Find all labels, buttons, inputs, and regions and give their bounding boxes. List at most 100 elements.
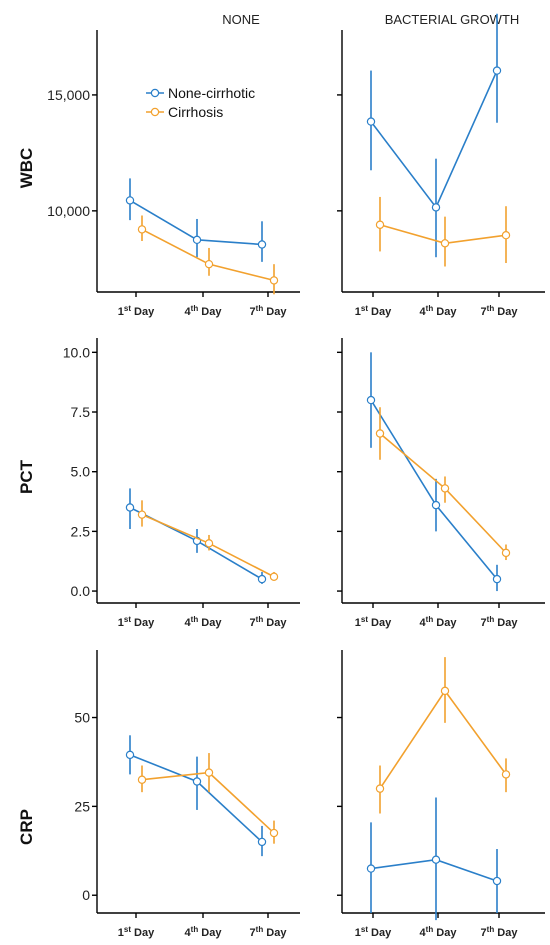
data-point	[492, 876, 502, 886]
series-line	[141, 228, 275, 282]
y-axis-label-pct: PCT	[17, 459, 36, 494]
series-line	[379, 432, 507, 554]
y-tick-label: 10.0	[63, 344, 90, 360]
x-tick-label: 1st Day	[355, 925, 392, 939]
data-point	[366, 395, 376, 405]
column-title-none: NONE	[222, 12, 260, 27]
series-line	[129, 754, 263, 843]
panel-pct-bacterial-growth: 1st Day 4th Day 7th Day	[337, 338, 545, 629]
series-none-cirrhotic	[366, 797, 502, 921]
data-point	[125, 196, 135, 205]
data-point	[366, 864, 376, 873]
y-tick-label: 25	[74, 798, 90, 814]
y-tick-label: 7.5	[71, 404, 91, 420]
legend-label-cirrhosis: Cirrhosis	[168, 104, 223, 120]
x-tick-label: 7th Day	[250, 925, 288, 939]
data-point	[431, 500, 441, 510]
legend-dot	[150, 88, 160, 98]
x-tick-label: 7th Day	[481, 925, 519, 939]
row-pct: PCT 0.0 2.5 5.0 7.5 10.0 1st Day 4th Day 7th Day…	[17, 338, 545, 629]
row-crp: CRP 0 25 50 1st Day 4th Day 7th Day 1st Day 4th …	[17, 650, 545, 939]
series-none-cirrhotic	[366, 13, 502, 258]
x-tick-label: 7th Day	[481, 615, 519, 629]
series-none-cirrhotic	[125, 488, 267, 584]
x-tick-label: 1st Day	[118, 615, 155, 629]
data-point	[257, 574, 267, 584]
data-point	[257, 837, 267, 847]
data-point	[440, 484, 450, 493]
data-point	[204, 259, 214, 269]
y-axis-label-crp: CRP	[17, 809, 36, 845]
y-tick-label: 10,000	[47, 203, 90, 219]
series-line	[141, 771, 275, 834]
data-point	[501, 770, 511, 779]
data-point	[137, 225, 147, 234]
data-point	[501, 548, 511, 558]
y-tick-label: 2.5	[71, 523, 91, 539]
data-point	[269, 572, 279, 581]
data-point	[440, 686, 450, 696]
x-tick-label: 1st Day	[118, 925, 155, 939]
x-tick-label: 1st Day	[355, 615, 392, 629]
x-tick-label: 4th Day	[185, 615, 223, 629]
series-cirrhosis	[375, 196, 511, 267]
data-point	[125, 750, 135, 760]
data-point	[269, 276, 279, 285]
data-point	[375, 220, 385, 229]
data-point	[137, 775, 147, 784]
data-point	[375, 784, 385, 793]
x-tick-label: 1st Day	[355, 304, 392, 318]
panel-pct-none: 0.0 2.5 5.0 7.5 10.0 1st Day 4th Day 7th Day	[63, 338, 300, 629]
series-cirrhosis	[375, 407, 511, 561]
series-line	[370, 70, 498, 209]
y-tick-label: 50	[74, 710, 90, 726]
panel-wbc-none: 10,000 15,000 1st Day 4th Day 7th Day	[47, 30, 300, 318]
column-title-bacterial-growth: BACTERIAL GROWTH	[385, 12, 520, 27]
y-tick-label: 0	[82, 887, 90, 903]
data-point	[257, 240, 267, 249]
series-none-cirrhotic	[366, 352, 502, 592]
series-cirrhosis	[137, 500, 279, 581]
data-point	[375, 429, 385, 438]
x-tick-label: 4th Day	[185, 925, 223, 939]
data-point	[492, 574, 502, 584]
data-point	[204, 768, 214, 777]
data-point	[269, 828, 279, 838]
series-cirrhosis	[137, 753, 279, 844]
x-tick-label: 4th Day	[185, 304, 223, 318]
series-cirrhosis	[375, 657, 511, 814]
data-point	[366, 117, 376, 126]
legend-dot	[150, 107, 160, 117]
series-none-cirrhotic	[125, 735, 267, 857]
panel-crp-bacterial-growth: 1st Day 4th Day 7th Day	[337, 650, 545, 939]
legend-label-none-cirrhotic: None-cirrhotic	[168, 85, 255, 101]
data-point	[125, 503, 135, 512]
x-tick-label: 4th Day	[420, 925, 458, 939]
series-line	[379, 689, 507, 790]
legend: None-cirrhotic Cirrhosis	[146, 85, 255, 120]
panel-crp-none: 0 25 50 1st Day 4th Day 7th Day	[74, 650, 300, 939]
series-line	[370, 399, 498, 580]
data-point	[440, 239, 450, 248]
y-axis-label-wbc: WBC	[17, 148, 36, 189]
data-point	[431, 203, 441, 212]
x-tick-label: 4th Day	[420, 615, 458, 629]
x-tick-label: 7th Day	[481, 304, 519, 318]
y-tick-label: 5.0	[71, 464, 91, 480]
data-point	[137, 510, 147, 519]
series-none-cirrhotic	[125, 178, 267, 262]
y-tick-label: 0.0	[71, 583, 91, 599]
x-tick-label: 7th Day	[250, 615, 288, 629]
x-tick-label: 7th Day	[250, 304, 288, 318]
data-point	[192, 777, 202, 786]
data-point	[192, 235, 202, 245]
legend-marker-cirrhosis	[146, 107, 164, 117]
legend-marker-none-cirrhotic	[146, 88, 164, 98]
data-point	[492, 66, 502, 75]
series-cirrhosis	[137, 215, 279, 295]
data-point	[431, 855, 441, 864]
x-tick-label: 4th Day	[420, 304, 458, 318]
